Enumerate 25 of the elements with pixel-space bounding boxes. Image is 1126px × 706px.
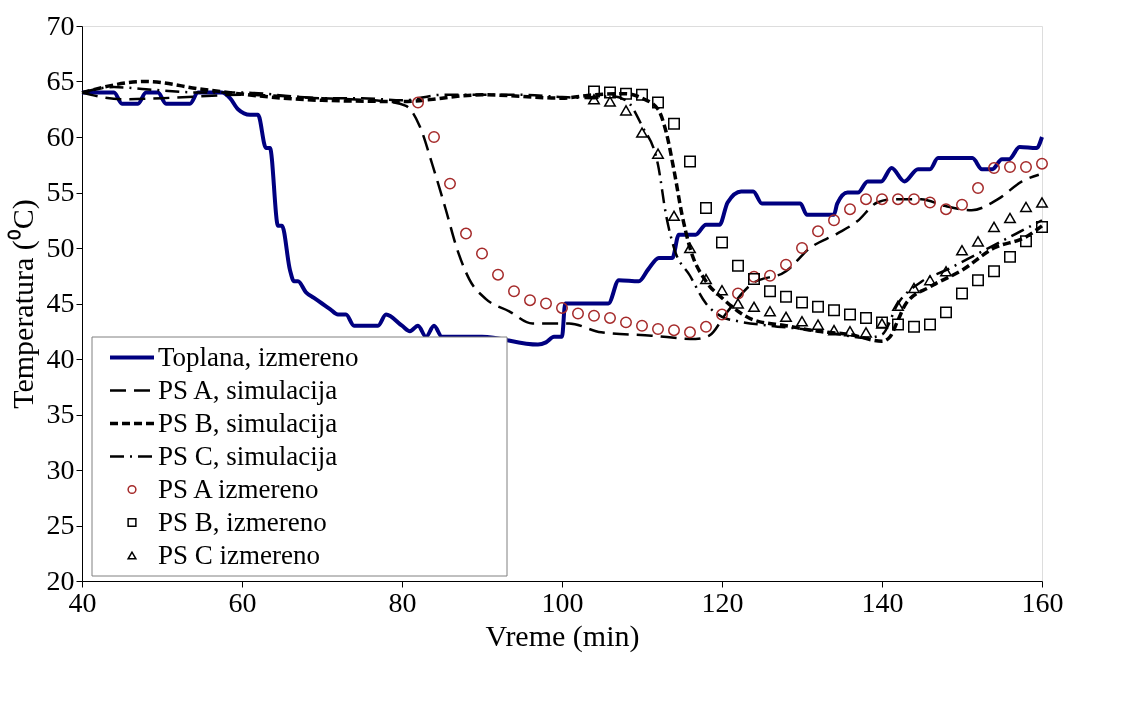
y-tick-label: 50 — [46, 231, 75, 263]
y-tick-label: 70 — [46, 9, 75, 41]
y-tick-label: 40 — [46, 342, 75, 374]
x-tick-label: 60 — [228, 586, 257, 618]
legend-label: PS B, izmereno — [158, 506, 327, 537]
x-tick-label: 100 — [541, 586, 584, 618]
x-tick-label: 80 — [388, 586, 417, 618]
y-tick-label: 25 — [46, 509, 75, 540]
x-tick-label: 140 — [861, 586, 904, 618]
x-tick-label: 120 — [701, 586, 744, 618]
y-axis-title: Temperatura (⁰C) — [5, 199, 40, 409]
y-tick-label: 55 — [46, 176, 75, 207]
legend-label: PS A izmereno — [158, 473, 319, 504]
x-tick-label: 160 — [1021, 586, 1064, 618]
y-tick-label: 35 — [46, 398, 75, 429]
legend-label: PS C, simulacija — [158, 440, 338, 471]
y-tick-label: 60 — [46, 120, 75, 152]
legend-label: Toplana, izmereno — [158, 341, 359, 372]
legend-label: PS C izmereno — [158, 539, 320, 570]
y-tick-label: 45 — [46, 287, 75, 318]
legend-label: PS A, simulacija — [158, 374, 338, 405]
legend-label: PS B, simulacija — [158, 407, 338, 438]
y-tick-label: 65 — [46, 65, 75, 96]
x-axis-title: Vreme (min) — [485, 618, 640, 653]
y-tick-label: 30 — [46, 453, 75, 485]
